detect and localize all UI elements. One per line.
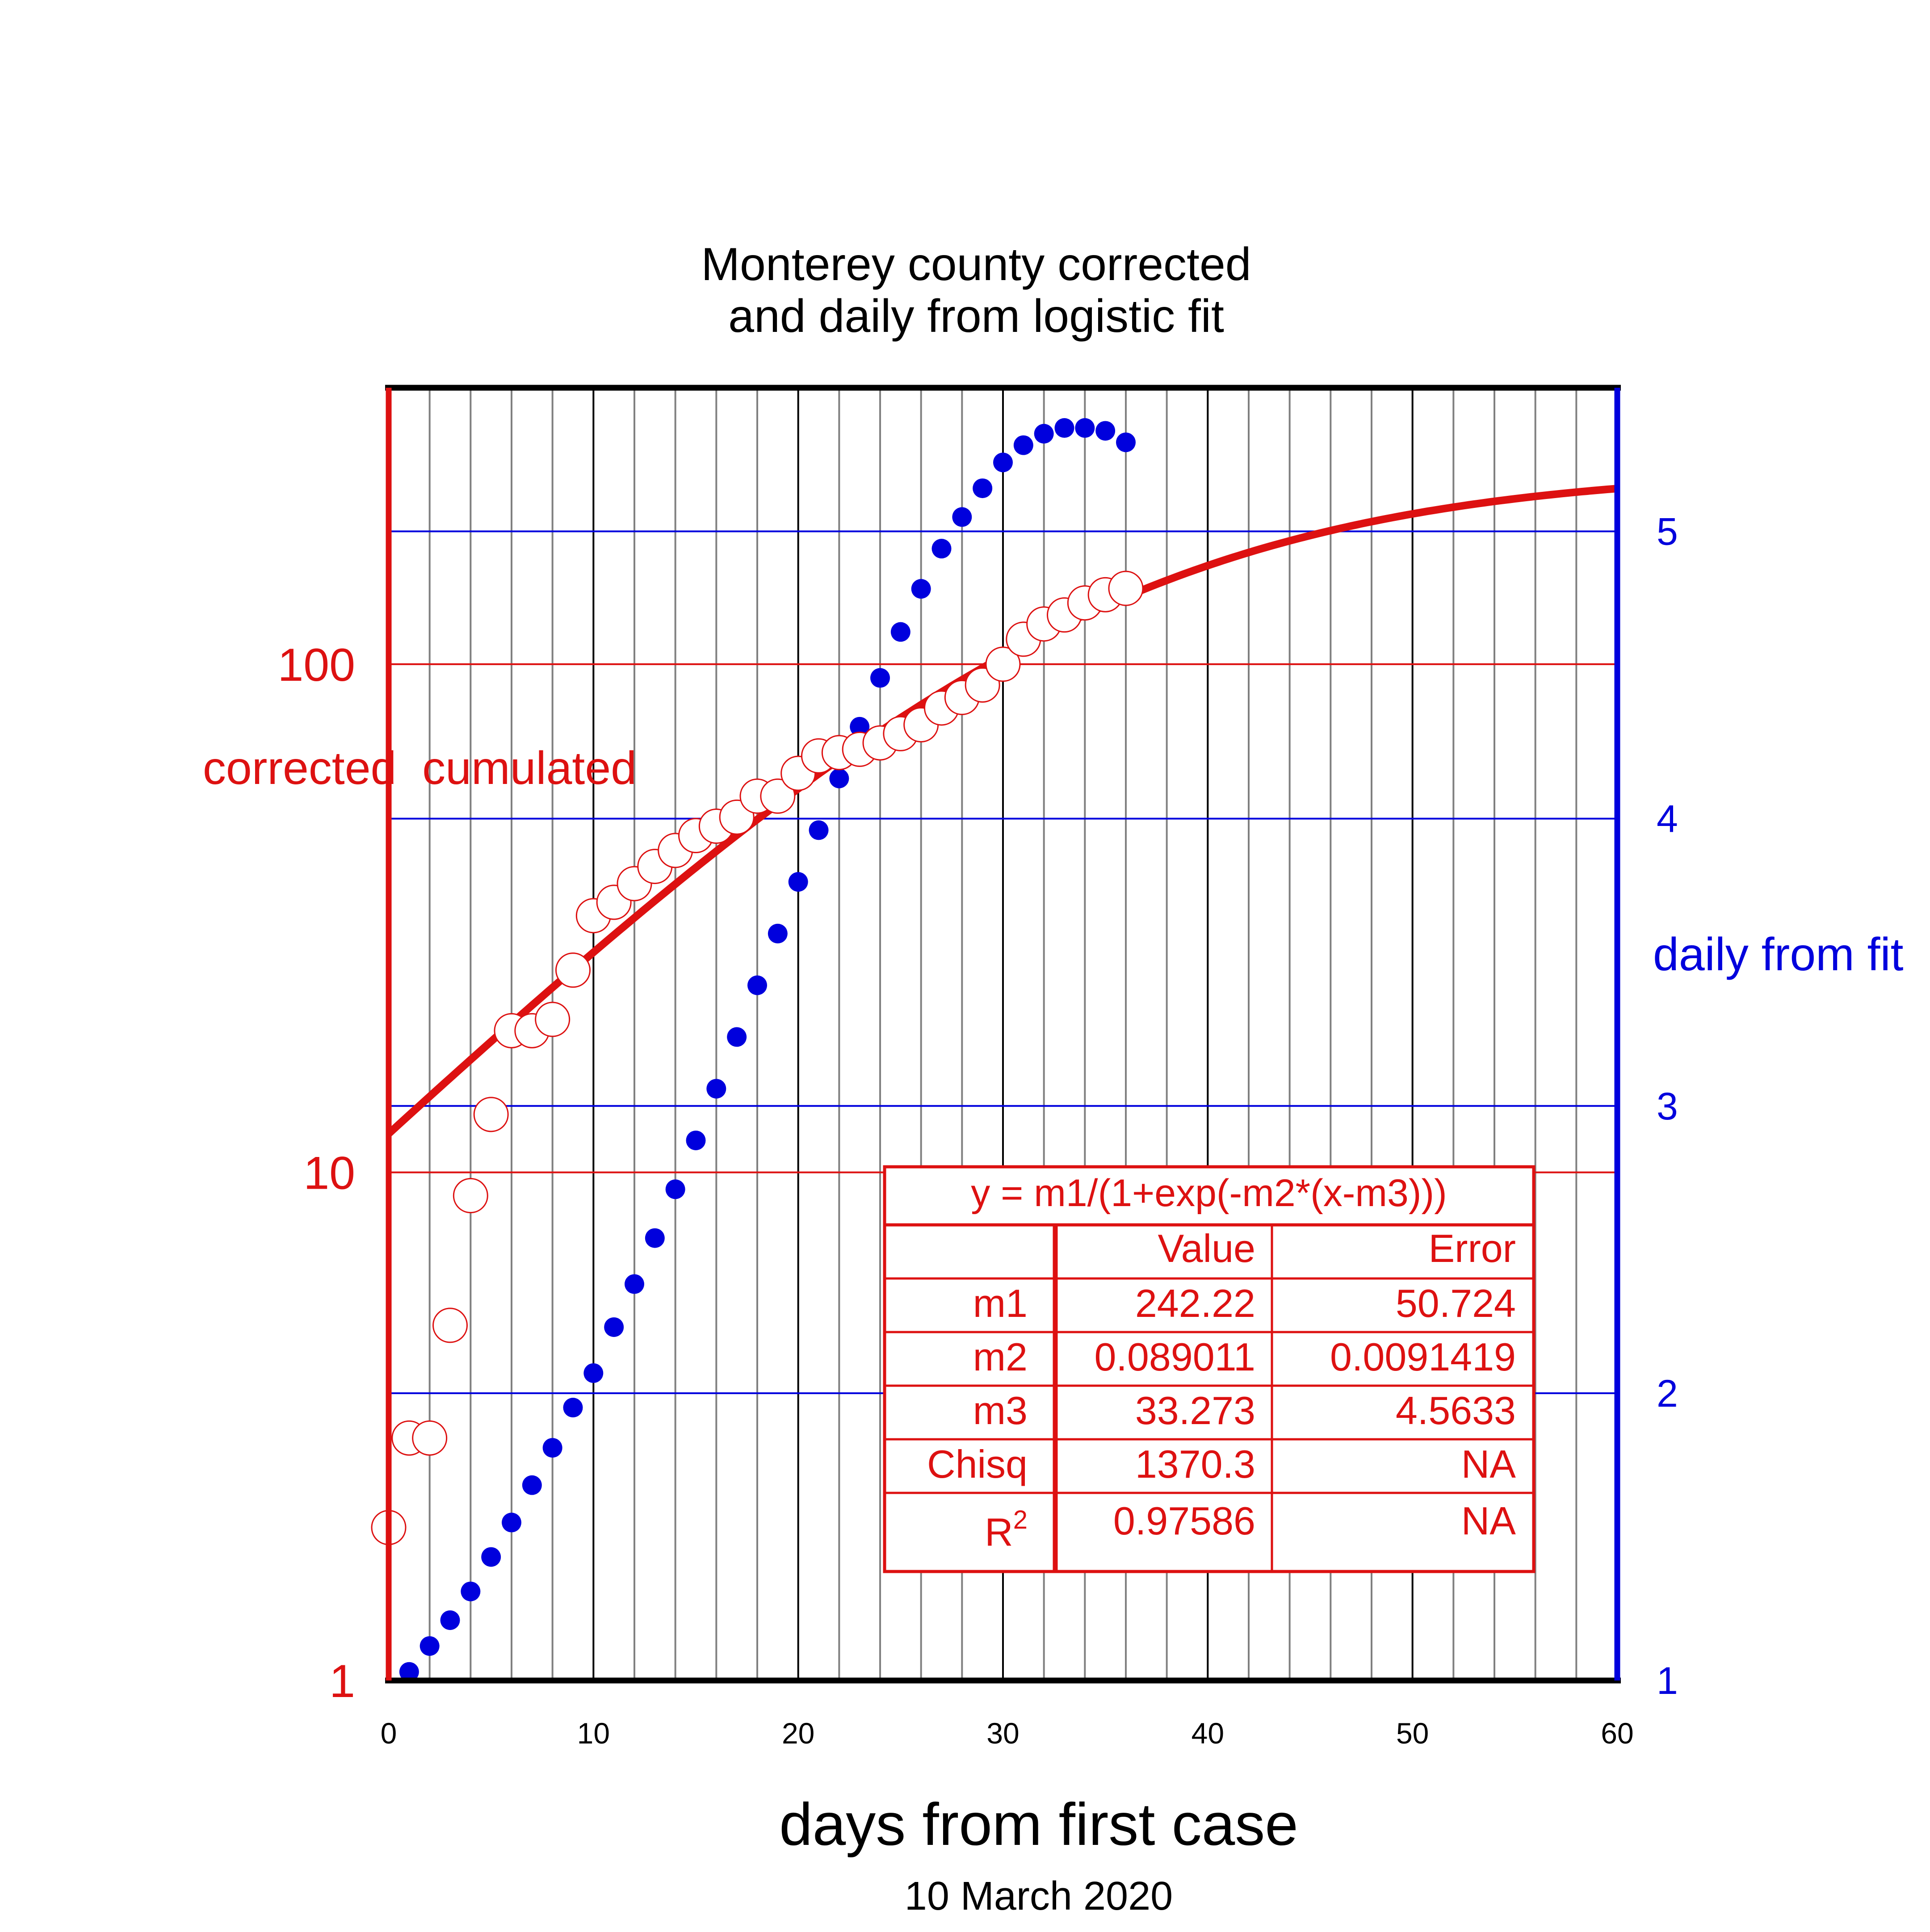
daily-point xyxy=(583,1363,604,1383)
fit-param-error: NA xyxy=(1461,1442,1516,1486)
fit-table-header: Value xyxy=(1158,1226,1255,1270)
plot-frame xyxy=(385,385,1621,1684)
fit-param-value: 242.22 xyxy=(1135,1281,1255,1325)
daily-point xyxy=(747,975,767,995)
fit-r2-base: R xyxy=(985,1510,1013,1554)
daily-point xyxy=(420,1636,440,1656)
x-tick-label: 40 xyxy=(1192,1717,1224,1750)
daily-point xyxy=(399,1662,419,1682)
left-tick-label: 10 xyxy=(303,1147,355,1199)
cumulated-point xyxy=(555,952,591,988)
x-axis-label: days from first case xyxy=(779,1791,1298,1858)
daily-point xyxy=(542,1438,562,1458)
daily-point xyxy=(911,579,931,599)
right-axis-label: daily from fit xyxy=(1653,929,1904,981)
daily-point xyxy=(931,539,952,559)
fit-param-value: 33.273 xyxy=(1135,1388,1255,1433)
cumulated-point xyxy=(1108,570,1144,606)
daily-series xyxy=(399,418,1136,1682)
fit-param-name: m3 xyxy=(973,1388,1028,1433)
fit-table-box xyxy=(883,1165,1536,1573)
daily-point xyxy=(502,1513,521,1533)
daily-point xyxy=(809,820,829,840)
cumulated-point xyxy=(453,1178,488,1214)
daily-point xyxy=(1095,421,1116,441)
cumulated-series xyxy=(371,570,1144,1546)
cumulated-point xyxy=(535,1002,571,1037)
cumulated-point xyxy=(760,778,796,814)
fit-r2-error: NA xyxy=(1461,1499,1516,1543)
right-tick-label: 2 xyxy=(1657,1372,1678,1415)
daily-point xyxy=(481,1547,501,1567)
fit-formula: y = m1/(1+exp(-m2*(x-m3))) xyxy=(971,1172,1447,1215)
fit-param-name: m2 xyxy=(973,1335,1028,1379)
x-tick-label: 20 xyxy=(782,1717,814,1750)
x-tick-label: 10 xyxy=(577,1717,610,1750)
daily-point xyxy=(706,1079,726,1099)
daily-point xyxy=(625,1274,644,1294)
chart-title-line1: Monterey county corrected xyxy=(701,239,1251,290)
daily-point xyxy=(870,668,890,688)
fit-param-error: 0.0091419 xyxy=(1330,1335,1516,1379)
fit-param-error: 4.5633 xyxy=(1396,1388,1516,1433)
x-tick-label: 50 xyxy=(1396,1717,1429,1750)
right-tick-label: 5 xyxy=(1657,511,1678,553)
cumulated-point xyxy=(985,646,1021,682)
daily-point xyxy=(890,622,910,642)
x-tick-label: 30 xyxy=(986,1717,1019,1750)
fit-r2-value: 0.97586 xyxy=(1113,1499,1255,1543)
left-axis-label: corrected cumulated xyxy=(203,742,637,794)
daily-point xyxy=(1075,418,1095,438)
fit-table: y = m1/(1+exp(-m2*(x-m3))) Value Error m… xyxy=(883,1165,1536,1573)
daily-point xyxy=(604,1317,624,1337)
daily-point xyxy=(768,923,788,943)
daily-point xyxy=(1054,418,1074,438)
fit-r2-label: R2 xyxy=(985,1505,1028,1554)
x-axis-sublabel: 10 March 2020 xyxy=(905,1874,1173,1919)
cumulated-point xyxy=(432,1308,468,1343)
fit-param-name: Chisq xyxy=(927,1442,1028,1486)
daily-point xyxy=(440,1610,460,1630)
chart-title-line2: and daily from logistic fit xyxy=(728,290,1224,342)
fit-param-error: 50.724 xyxy=(1396,1281,1516,1325)
daily-point xyxy=(563,1398,583,1418)
x-tick-label: 0 xyxy=(381,1717,397,1750)
fit-param-value: 1370.3 xyxy=(1135,1442,1255,1486)
daily-point xyxy=(727,1027,747,1047)
daily-point xyxy=(1116,432,1136,453)
daily-point xyxy=(1013,435,1033,455)
daily-point xyxy=(461,1581,481,1601)
cumulated-point xyxy=(412,1420,448,1456)
daily-point xyxy=(645,1228,665,1248)
fit-r2-superscript: 2 xyxy=(1013,1505,1028,1534)
daily-point xyxy=(665,1179,685,1199)
daily-point xyxy=(1034,423,1054,444)
daily-point xyxy=(686,1130,706,1150)
daily-point xyxy=(788,872,808,892)
left-tick-label: 1 xyxy=(329,1655,355,1707)
daily-point xyxy=(952,507,972,527)
fit-param-value: 0.089011 xyxy=(1094,1335,1255,1379)
cumulated-point xyxy=(473,1097,509,1132)
daily-point xyxy=(850,717,870,737)
fit-table-header: Error xyxy=(1428,1226,1516,1270)
daily-point xyxy=(973,478,993,499)
x-tick-label: 60 xyxy=(1601,1717,1633,1750)
tick-labels: 0 10 20 30 40 50 60 1 10 100 1 2 3 4 5 xyxy=(277,511,1678,1750)
right-tick-label: 1 xyxy=(1657,1660,1678,1702)
right-tick-label: 4 xyxy=(1657,798,1678,841)
left-tick-label: 100 xyxy=(277,639,355,691)
daily-point xyxy=(993,453,1013,473)
fit-param-name: m1 xyxy=(973,1281,1028,1325)
daily-point xyxy=(829,768,849,788)
right-tick-label: 3 xyxy=(1657,1085,1678,1128)
daily-point xyxy=(522,1475,542,1495)
